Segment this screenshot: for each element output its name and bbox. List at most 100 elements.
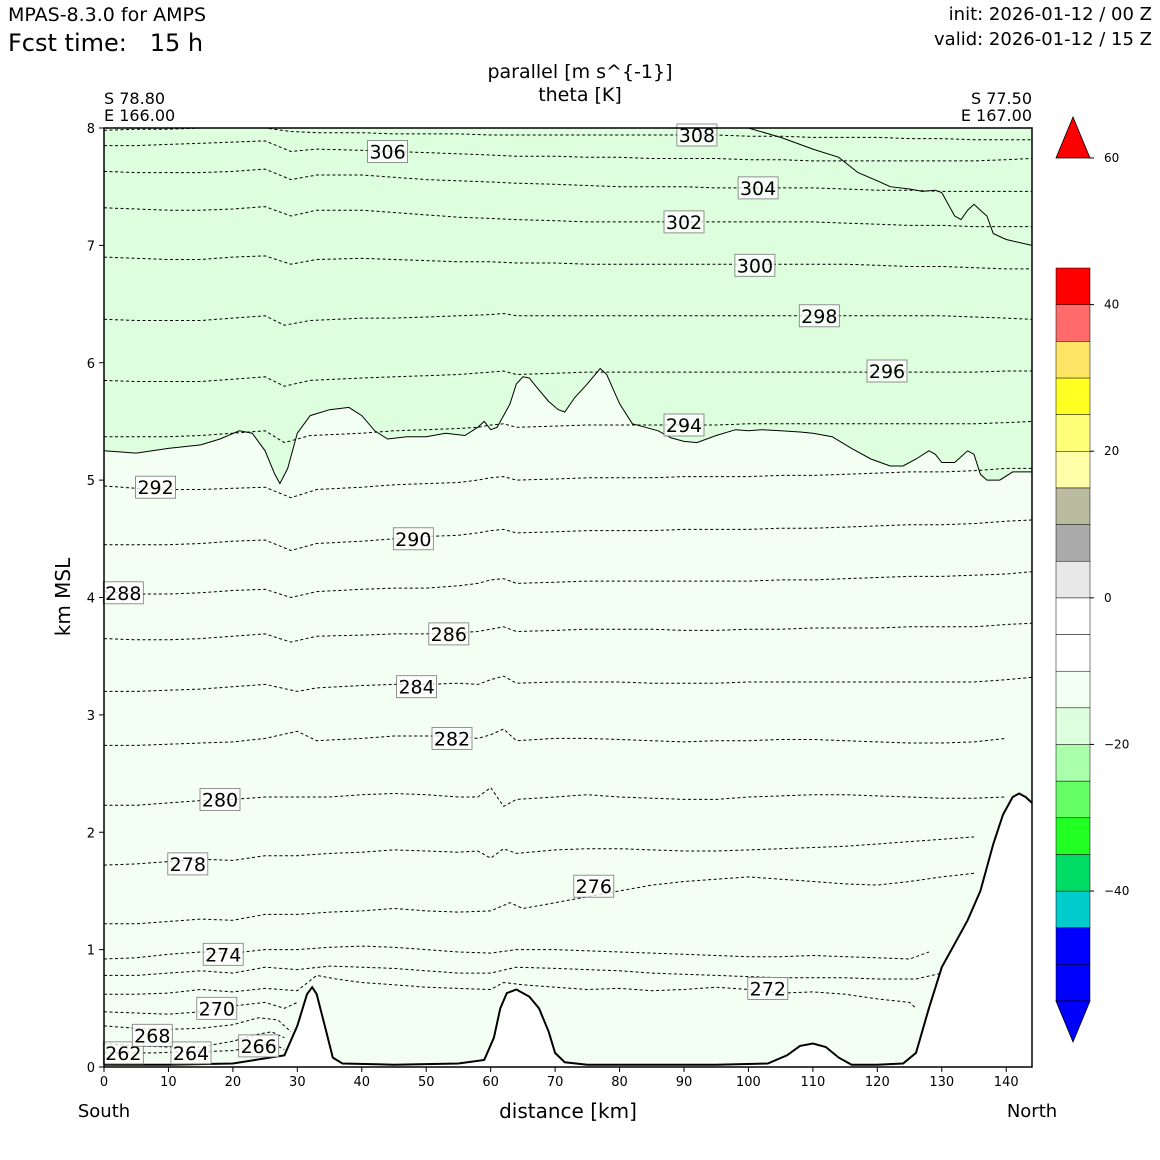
colorbar-bin-19 [1055,267,1091,305]
colorbar-bin-13 [1055,487,1091,525]
colorbar-bin-17 [1055,341,1091,379]
theta-label-text: 268 [134,1025,170,1047]
theta-contour-298 [103,312,1033,326]
y-tick-label-1: 1 [87,944,95,959]
x-tick-label-80: 80 [611,1075,628,1090]
theta-label-box [676,123,718,147]
theta-label-box [196,996,238,1020]
theta-contour-304 [103,168,1032,192]
valid-time: valid: 2026-01-12 / 15 Z [934,29,1152,50]
axis-ticks: 0 10 20 30 40 50 60 70 80 90 100 110 120 130 140 0 1 2 3 4 5… [87,122,1019,1090]
theta-contour-294 [104,420,1033,444]
theta-label-text: 282 [434,728,470,750]
theta-contour-306 [104,140,1033,162]
theta-label-282: 282 [431,727,473,750]
x-tick-label-110: 110 [800,1075,825,1090]
forecast-time-value: 15 h [149,29,204,57]
theta-label-text: 304 [740,178,776,200]
init-time: init: 2026-01-12 / 00 Z [948,4,1152,25]
x-tick-label-60: 60 [482,1075,499,1090]
theta-label-box [798,304,840,328]
theta-contour-288 [103,571,1033,599]
theta-contour-280 [104,786,1007,808]
x-tick-label-30: 30 [289,1075,306,1090]
x-tick-label-0: 0 [100,1075,108,1090]
colorbar-bin-1 [1055,927,1091,965]
theta-contour-278 [103,836,975,866]
colorbar-extend-min [1055,1000,1091,1044]
colorbar-tick-label-20: 20 [1104,444,1119,458]
theta-label-272: 272 [747,977,789,1000]
y-axis-label: km MSL [51,557,75,636]
x-tick-label-90: 90 [676,1075,693,1090]
theta-label-306: 306 [367,140,409,164]
theta-label-text: 274 [205,944,241,966]
theta-label-text: 296 [869,361,905,383]
colorbar-bin-14 [1055,450,1091,489]
theta-label-302: 302 [663,210,705,234]
theta-label-286: 286 [428,622,470,646]
colorbar-bin-11 [1055,560,1091,599]
colorbar: −40 −20 0 20 40 60 [1055,115,1129,1044]
theta-label-274: 274 [202,942,244,966]
theta-contour-268 [103,1001,298,1015]
theta-label-box [396,675,438,699]
terrain-layer [104,792,1033,1067]
theta-label-text: 308 [679,125,715,147]
theta-label-box [737,176,779,200]
theta-label-box [131,1023,173,1047]
colorbar-extend-max [1055,115,1091,159]
theta-label-288: 288 [102,581,144,605]
theta-label-text: 292 [137,477,173,499]
theta-label-layer: 262 264 266 268 270 272 274 276 278 280 282 284 286 2… [102,123,908,1065]
theta-contour-290 [104,519,1033,552]
colorbar-bin-10 [1055,597,1091,635]
y-tick-label-8: 8 [87,122,95,137]
theta-label-box [202,942,244,966]
colorbar-bin-3 [1055,854,1091,892]
theta-label-296: 296 [866,359,908,383]
theta-label-text: 288 [105,583,141,605]
theta-label-text: 278 [170,854,206,876]
theta-label-box [199,788,241,811]
theta-label-298: 298 [798,304,840,328]
theta-label-294: 294 [663,413,705,437]
left-endpoint-lon: E 166.00 [104,106,175,125]
y-tick-label-0: 0 [87,1061,95,1076]
theta-label-text: 294 [666,415,702,437]
theta-label-box [135,475,177,499]
theta-label-box [573,874,615,898]
chart-title-line2: theta [K] [538,84,622,106]
theta-label-text: 298 [801,306,837,328]
theta-contour-264 [103,1031,285,1048]
theta-label-box [734,253,776,277]
colorbar-tick-label-60: 60 [1104,151,1119,165]
theta-label-308: 308 [676,123,718,147]
theta-contour-282 [104,728,1007,746]
terrain-fill [104,793,1032,1067]
model-title: MPAS-8.3.0 for AMPS [8,4,207,26]
wind-contour-boundary [103,367,1032,485]
colorbar-bin-4 [1055,817,1091,855]
theta-contour-272 [104,965,942,980]
colorbar-bin-18 [1055,304,1091,342]
wind-fill-layer [104,128,1032,1067]
theta-label-280: 280 [199,788,241,811]
theta-label-text: 270 [199,998,235,1020]
colorbar-bin-12 [1055,524,1091,562]
colorbar-bin-15 [1055,414,1091,452]
x-tick-label-120: 120 [865,1075,890,1090]
theta-label-text: 290 [395,529,431,551]
wind-fill-upper [104,128,1032,484]
colorbar-tick-label-40: 40 [1104,298,1119,312]
x-tick-label-100: 100 [736,1075,761,1090]
colorbar-bin-0 [1055,964,1091,1002]
theta-label-292: 292 [135,475,177,499]
theta-label-text: 272 [750,978,786,1000]
y-tick-label-7: 7 [87,239,95,254]
x-tick-label-70: 70 [547,1075,564,1090]
north-label: North [1007,1101,1057,1122]
theta-label-text: 306 [369,142,405,164]
y-tick-label-2: 2 [87,826,95,841]
